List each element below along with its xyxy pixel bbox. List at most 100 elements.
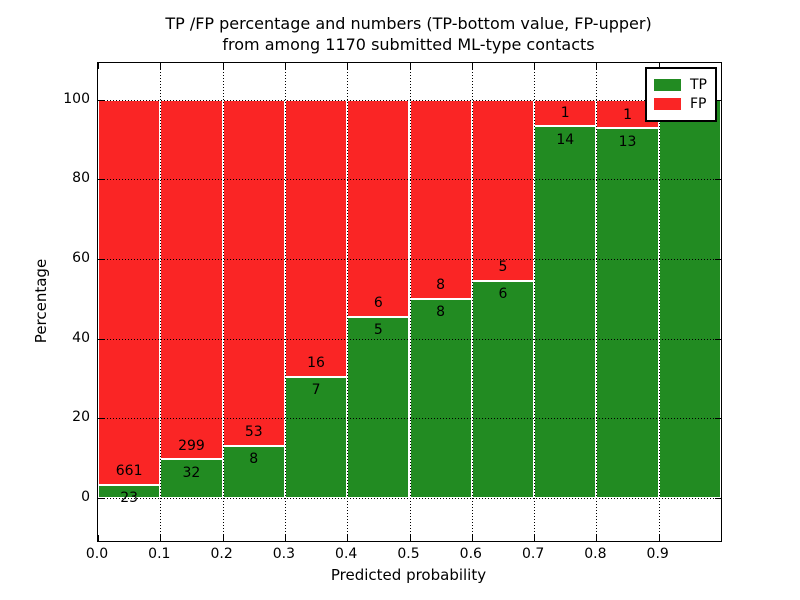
x-tick-mark (222, 63, 224, 69)
y-tick-label: 20 (72, 409, 90, 426)
x-tick-label: 0.2 (210, 546, 233, 562)
bar-segment-tp (347, 316, 410, 498)
bar-tp-count-label: 13 (618, 133, 637, 150)
x-tick-mark (721, 535, 722, 541)
x-tick-mark (347, 63, 349, 69)
x-tick-mark (534, 535, 536, 541)
legend: TP FP (645, 67, 717, 122)
bar-fp-count-label: 16 (307, 355, 325, 372)
x-tick-label: 0.9 (646, 546, 669, 562)
y-tick-mark (98, 338, 104, 340)
y-tick-mark (98, 258, 104, 260)
bar-tp-count-label: 32 (182, 465, 201, 482)
x-axis-label: Predicted probability (330, 566, 487, 584)
bar-tp-count-label: 6 (498, 286, 508, 303)
bar-tp-count-label: 8 (249, 451, 259, 468)
chart-title-line2: from among 1170 submitted ML-type contac… (222, 35, 595, 54)
x-tick-mark (721, 63, 722, 69)
x-tick-label: 0.5 (397, 546, 420, 562)
x-tick-label: 0.6 (459, 546, 482, 562)
x-tick-mark (596, 535, 598, 541)
bar-segment-fp (284, 99, 348, 377)
x-tick-mark (596, 63, 598, 69)
chart-title: TP /FP percentage and numbers (TP-bottom… (97, 13, 720, 55)
x-gridline (347, 63, 349, 541)
bar-fp-count-label: 661 (115, 463, 143, 480)
bar-fp-count-label: 53 (244, 424, 263, 441)
bar-segment-fp (98, 99, 161, 485)
x-tick-mark (409, 63, 411, 69)
x-tick-label: 0.8 (584, 546, 607, 562)
bar-segment-tp (160, 459, 223, 498)
x-tick-mark (409, 535, 411, 541)
x-tick-mark (160, 63, 162, 69)
bar-fp-count-label: 1 (623, 106, 633, 123)
fp-color-swatch (654, 98, 681, 110)
x-tick-label: 0.1 (148, 546, 171, 562)
y-tick-label: 100 (63, 90, 90, 107)
bar-fp-count-label: 1 (560, 104, 570, 121)
bar-segment-fp (222, 99, 285, 446)
y-tick-label: 0 (81, 488, 90, 505)
bar-fp-count-label: 6 (373, 295, 383, 312)
x-gridline (222, 63, 224, 541)
bar-segment-tp (409, 298, 472, 498)
y-tick-mark (715, 99, 721, 101)
x-gridline (658, 63, 660, 541)
bar-segment-fp (471, 99, 535, 281)
x-tick-mark (98, 63, 99, 69)
legend-label-fp: FP (690, 96, 707, 112)
bar-segment-fp (347, 99, 410, 317)
legend-entry-tp: TP (654, 77, 707, 93)
x-tick-mark (471, 63, 473, 69)
x-tick-mark (160, 535, 162, 541)
legend-entry-fp: FP (654, 96, 707, 112)
y-tick-label: 60 (72, 249, 90, 266)
bar-segment-tp (471, 280, 535, 498)
x-gridline (596, 63, 598, 541)
y-tick-label: 80 (72, 170, 90, 187)
chart-title-line1: TP /FP percentage and numbers (TP-bottom… (165, 14, 652, 33)
x-tick-label: 0.4 (335, 546, 358, 562)
x-gridline (160, 63, 162, 541)
bar-tp-count-label: 5 (373, 322, 383, 339)
y-tick-mark (715, 418, 721, 420)
y-tick-mark (715, 338, 721, 340)
legend-label-tp: TP (690, 77, 707, 93)
x-tick-label: 0.3 (272, 546, 296, 562)
y-tick-label: 40 (72, 329, 90, 346)
y-tick-mark (98, 418, 104, 420)
bar-tp-count-label: 8 (436, 304, 446, 321)
bar-tp-count-label: 7 (311, 382, 321, 399)
bar-segment-fp (409, 99, 472, 299)
x-gridline (471, 63, 473, 541)
y-tick-mark (98, 99, 104, 101)
bar-segment-tp (534, 126, 597, 498)
x-gridline (534, 63, 536, 541)
bar-segment-tp (658, 99, 721, 498)
x-tick-mark (658, 63, 660, 69)
x-gridline (284, 63, 286, 541)
x-tick-label: 0.0 (85, 546, 109, 562)
y-tick-mark (715, 497, 721, 499)
bar-fp-count-label: 8 (436, 277, 446, 294)
x-tick-mark (347, 535, 349, 541)
y-tick-mark (98, 497, 104, 499)
x-tick-mark (471, 535, 473, 541)
x-gridline (409, 63, 411, 541)
x-tick-mark (284, 63, 286, 69)
bar-tp-count-label: 23 (120, 490, 139, 507)
bar-tp-count-label: 14 (556, 131, 575, 148)
bar-segment-fp (160, 99, 223, 460)
y-axis-label: Percentage (32, 258, 50, 344)
y-tick-mark (715, 258, 721, 260)
x-tick-label: 0.7 (521, 546, 545, 562)
y-tick-mark (715, 179, 721, 181)
x-tick-mark (284, 535, 286, 541)
x-tick-mark (98, 535, 99, 541)
bar-fp-count-label: 5 (498, 259, 508, 276)
y-tick-mark (98, 179, 104, 181)
bar-fp-count-label: 299 (178, 437, 205, 454)
x-tick-mark (534, 63, 536, 69)
